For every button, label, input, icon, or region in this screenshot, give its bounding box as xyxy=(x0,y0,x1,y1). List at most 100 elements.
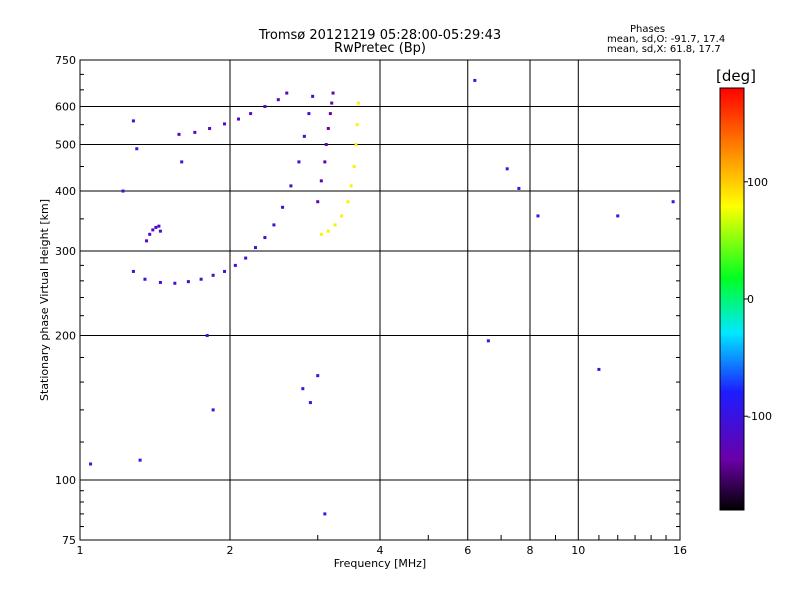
data-point xyxy=(135,147,139,151)
data-point xyxy=(205,334,209,338)
y-tick-label: 400 xyxy=(55,185,76,198)
y-tick-label: 75 xyxy=(62,534,76,547)
colorbar-tick-label: 0 xyxy=(747,293,754,306)
data-point xyxy=(316,374,320,378)
data-point xyxy=(323,160,327,164)
x-tick-label: 6 xyxy=(464,544,471,557)
chart-subtitle: RwPretec (Bp) xyxy=(333,41,427,56)
data-point xyxy=(236,117,240,121)
data-point xyxy=(151,228,155,232)
data-point xyxy=(143,277,147,281)
colorbar-ticks: 100 0 -100 xyxy=(744,176,772,423)
y-tick-label: 500 xyxy=(55,139,76,152)
data-point xyxy=(302,134,306,138)
data-point xyxy=(199,277,203,281)
data-point xyxy=(180,160,184,164)
data-point xyxy=(316,200,320,204)
data-point xyxy=(173,281,177,285)
data-point xyxy=(177,132,181,136)
data-point xyxy=(356,101,360,105)
data-point xyxy=(597,367,601,371)
trace-o-mode-low-branch xyxy=(131,94,315,285)
data-point xyxy=(289,184,293,188)
data-point xyxy=(297,160,301,164)
data-point xyxy=(346,200,350,204)
data-point xyxy=(517,186,521,190)
axes: 1 2 4 6 8 10 16 75 100 200 300 400 500 600 750 xyxy=(55,54,687,557)
trace-x-mode-trace xyxy=(319,101,360,236)
colorbar-tick-label: -100 xyxy=(747,410,772,423)
data-point xyxy=(131,119,135,123)
data-point xyxy=(319,179,323,183)
x-tick-label: 4 xyxy=(377,544,384,557)
data-point xyxy=(208,126,212,130)
x-axis-label: Frequency [MHz] xyxy=(334,557,426,570)
data-point xyxy=(308,401,312,405)
data-point xyxy=(131,269,135,273)
data-point xyxy=(323,512,327,516)
data-point xyxy=(276,98,280,102)
data-point xyxy=(211,273,215,277)
data-point xyxy=(616,214,620,218)
data-point xyxy=(319,232,323,236)
x-tick-label: 10 xyxy=(571,544,585,557)
x-tick-label: 16 xyxy=(673,544,687,557)
data-point xyxy=(121,189,125,193)
data-point xyxy=(355,123,359,127)
data-point xyxy=(148,232,152,236)
data-point xyxy=(263,236,267,240)
data-point xyxy=(301,387,305,391)
data-point xyxy=(307,112,311,116)
y-tick-label: 600 xyxy=(55,101,76,114)
stats-x-mode: mean, sd,X: 61.8, 17.7 xyxy=(607,44,721,55)
colorbar-unit: [deg] xyxy=(716,67,756,85)
data-point xyxy=(328,112,332,116)
data-point xyxy=(138,458,142,462)
data-point xyxy=(349,184,353,188)
colorbar xyxy=(719,87,745,511)
x-tick-label: 1 xyxy=(77,544,84,557)
data-point xyxy=(536,214,540,218)
data-point xyxy=(193,130,197,134)
data-point xyxy=(186,280,190,284)
data-point xyxy=(158,229,162,233)
data-point xyxy=(285,91,289,95)
data-point xyxy=(272,223,276,227)
data-point xyxy=(89,462,93,466)
stats-o-mode: mean, sd,O: -91.7, 17.4 xyxy=(607,34,726,45)
trace-o-mode-cusp-segment xyxy=(145,224,161,243)
data-point xyxy=(311,94,315,98)
y-tick-label: 200 xyxy=(55,330,76,343)
data-points xyxy=(89,78,675,516)
y-tick-label: 300 xyxy=(55,245,76,258)
stats-heading: Phases xyxy=(630,24,666,35)
data-point xyxy=(331,91,335,95)
data-point xyxy=(211,408,215,412)
x-tick-label: 2 xyxy=(227,544,234,557)
data-point xyxy=(223,269,227,273)
data-point xyxy=(352,164,356,168)
data-point xyxy=(244,256,248,260)
data-point xyxy=(281,205,285,209)
data-point xyxy=(486,339,490,343)
y-tick-label: 750 xyxy=(55,54,76,67)
data-point xyxy=(330,101,334,105)
data-point xyxy=(473,78,477,82)
y-axis-label: Stationary phase Virtual Height [km] xyxy=(38,199,51,401)
chart-title: Tromsø 20121219 05:28:00-05:29:43 xyxy=(258,28,502,43)
data-point xyxy=(154,225,158,229)
data-point xyxy=(354,143,358,147)
data-point xyxy=(253,246,257,250)
x-tick-label: 8 xyxy=(527,544,534,557)
data-point xyxy=(671,200,675,204)
trace-o-mode-upper-segment xyxy=(177,91,289,136)
y-tick-label: 100 xyxy=(55,474,76,487)
data-point xyxy=(340,214,344,218)
data-point xyxy=(263,105,267,109)
grid-lines xyxy=(80,60,680,540)
data-point xyxy=(324,143,328,147)
trace-scattered-echoes xyxy=(89,78,675,516)
trace-high-altitude-trace xyxy=(316,91,335,204)
plot-frame xyxy=(79,59,681,541)
